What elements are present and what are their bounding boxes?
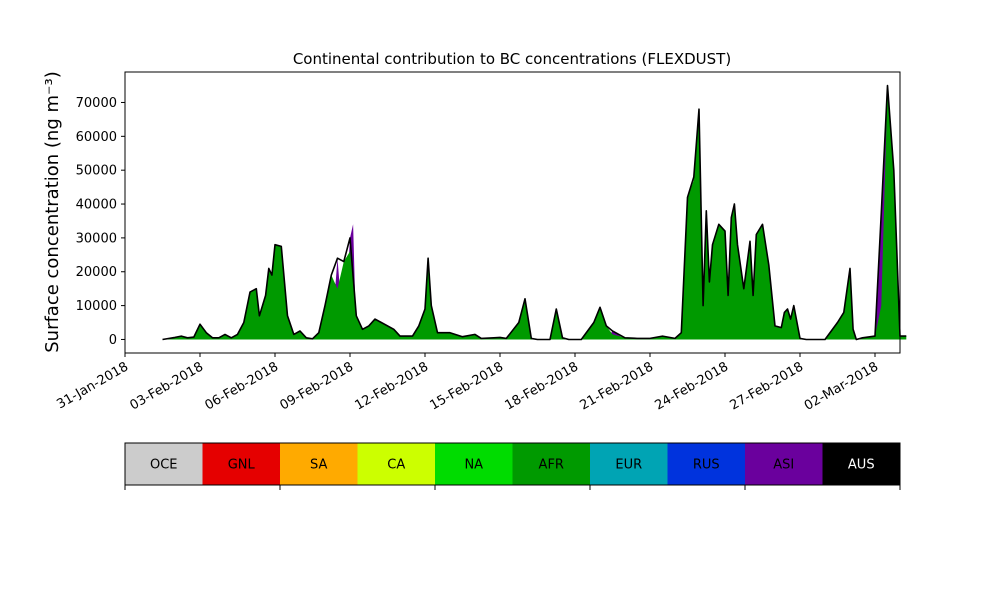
x-tick-label: 24-Feb-2018 — [652, 359, 731, 413]
y-axis-label: Surface concentration (ng m⁻³) — [42, 71, 63, 353]
legend-swatch-na — [435, 443, 513, 485]
x-tick-label: 21-Feb-2018 — [577, 359, 656, 413]
legend-swatch-eur — [590, 443, 668, 485]
legend-swatch-rus — [667, 443, 746, 485]
legend-label-eur: EUR — [615, 458, 642, 473]
x-tick-label: 27-Feb-2018 — [727, 359, 806, 413]
x-tick-label: 09-Feb-2018 — [277, 359, 356, 413]
legend-frame — [124, 442, 901, 486]
legend-swatch-gnl — [202, 443, 281, 485]
x-tick-label: 02-Mar-2018 — [802, 359, 881, 413]
plot-area — [162, 84, 907, 341]
x-tick-label: 12-Feb-2018 — [352, 359, 431, 413]
legend-label-aus: AUS — [848, 458, 875, 473]
x-tick-label: 15-Feb-2018 — [427, 359, 506, 413]
legend-label-sa: SA — [310, 458, 327, 473]
legend-label-gnl: GNL — [228, 458, 256, 473]
x-tick-label: 31-Jan-2018 — [54, 359, 131, 412]
y-tick-label: 60000 — [76, 130, 117, 145]
chart-title: Continental contribution to BC concentra… — [293, 50, 731, 68]
total-outline — [162, 84, 907, 341]
legend-swatch-oce — [125, 443, 203, 485]
y-tick-label: 20000 — [76, 265, 117, 280]
legend-label-afr: AFR — [539, 458, 564, 473]
y-tick-label: 30000 — [76, 231, 117, 246]
y-tick-label: 10000 — [76, 299, 117, 314]
axes: 0 10000 20000 30000 40000 50000 60000 70000 31-J… — [54, 71, 901, 414]
x-tick-label: 18-Feb-2018 — [502, 359, 581, 413]
legend-label-ca: CA — [387, 458, 405, 473]
legend-swatch-ca — [357, 443, 436, 485]
series-area-afr — [162, 88, 907, 340]
legend-swatch-aus — [822, 443, 901, 485]
x-tick-label: 03-Feb-2018 — [127, 359, 206, 413]
y-tick-label: 50000 — [76, 164, 117, 179]
legend-colorbar: OCE GNL SA CA NA AFR EUR RUS ASI AUS — [124, 442, 901, 490]
legend-label-oce: OCE — [150, 458, 178, 473]
plot-frame — [124, 71, 901, 354]
legend-swatch-afr — [512, 443, 591, 485]
y-tick-label: 70000 — [76, 96, 117, 111]
y-tick-label: 40000 — [76, 198, 117, 213]
legend-label-asi: ASI — [773, 458, 794, 473]
legend-swatch-sa — [280, 443, 358, 485]
x-tick-label: 06-Feb-2018 — [202, 359, 281, 413]
legend-label-na: NA — [464, 458, 483, 473]
y-tick-label: 0 — [109, 333, 117, 348]
legend-label-rus: RUS — [693, 458, 720, 473]
legend-swatch-asi — [745, 443, 823, 485]
